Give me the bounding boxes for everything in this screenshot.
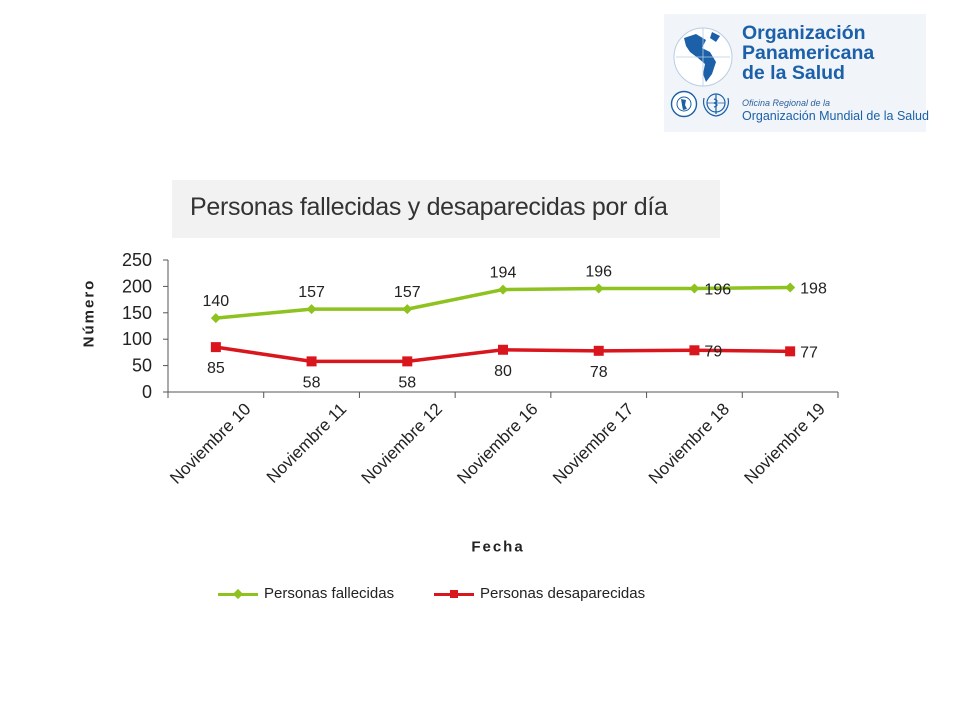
data-point-desaparecidas <box>785 346 796 357</box>
data-label-desaparecidas: 77 <box>800 344 818 361</box>
y-axis-title: Número <box>80 278 98 348</box>
data-point-fallecidas <box>689 283 700 294</box>
y-tick-label: 100 <box>122 329 152 349</box>
data-point-fallecidas <box>402 304 413 315</box>
data-point-desaparecidas <box>402 356 413 367</box>
data-point-fallecidas <box>210 313 221 324</box>
data-label-fallecidas: 196 <box>704 282 731 299</box>
globe-icon <box>673 27 733 87</box>
y-tick-label: 250 <box>122 250 152 270</box>
x-tick-label: Noviembre 17 <box>549 399 637 487</box>
legend-swatch-desaparecidas <box>432 587 476 601</box>
legend-label-fallecidas: Personas fallecidas <box>264 585 395 602</box>
x-tick-label: Noviembre 19 <box>741 399 829 487</box>
data-point-desaparecidas <box>498 344 508 355</box>
data-point-fallecidas <box>785 282 796 293</box>
data-point-fallecidas <box>306 304 317 315</box>
data-label-fallecidas: 194 <box>490 265 517 282</box>
org-line-2: Panamericana <box>742 42 875 64</box>
x-tick-label: Noviembre 16 <box>453 399 541 487</box>
americas-seal-icon <box>670 90 698 118</box>
data-label-fallecidas: 198 <box>800 280 827 297</box>
data-label-desaparecidas: 80 <box>494 363 512 380</box>
x-tick-label: Noviembre 12 <box>358 399 446 487</box>
who-name-line: Organización Mundial de la Salud <box>742 109 929 123</box>
org-line-1: Organización <box>742 22 866 44</box>
data-label-desaparecidas: 85 <box>207 360 225 377</box>
data-label-desaparecidas: 58 <box>303 374 321 391</box>
data-label-fallecidas: 196 <box>585 264 612 281</box>
data-label-fallecidas: 157 <box>394 284 421 301</box>
legend-item-fallecidas: Personas fallecidas <box>216 585 394 602</box>
data-label-desaparecidas: 79 <box>704 343 722 360</box>
organization-name: Organización Panamericana de la Salud <box>742 23 874 83</box>
data-label-desaparecidas: 58 <box>398 374 416 391</box>
org-line-3: de la Salud <box>742 62 845 84</box>
data-label-fallecidas: 140 <box>203 293 230 310</box>
chart-title-background <box>172 180 720 238</box>
data-point-fallecidas <box>593 283 604 294</box>
chart-legend: Personas fallecidas Personas desaparecid… <box>210 578 696 614</box>
data-label-desaparecidas: 78 <box>590 364 608 381</box>
legend-swatch-fallecidas <box>216 587 260 601</box>
legend-label-desaparecidas: Personas desaparecidas <box>480 585 646 602</box>
chart-title: Personas fallecidas y desaparecidas por … <box>190 193 668 221</box>
data-point-desaparecidas <box>306 356 317 367</box>
data-point-desaparecidas <box>689 345 700 356</box>
x-tick-label: Noviembre 11 <box>263 399 350 486</box>
who-emblem-icon <box>702 93 730 117</box>
y-tick-label: 50 <box>132 356 152 376</box>
x-tick-label: Noviembre 10 <box>166 399 254 487</box>
legend-item-desaparecidas: Personas desaparecidas <box>432 585 645 602</box>
data-point-desaparecidas <box>593 345 604 356</box>
y-tick-label: 0 <box>142 382 152 402</box>
data-label-fallecidas: 157 <box>298 284 325 301</box>
who-regional-office-line: Oficina Regional de la <box>742 98 831 108</box>
y-tick-label: 200 <box>122 276 152 296</box>
paho-logo: Organización Panamericana de la Salud Of… <box>664 14 929 132</box>
data-point-fallecidas <box>498 284 508 295</box>
x-axis-title: Fecha <box>471 538 525 556</box>
x-tick-label: Noviembre 18 <box>645 399 733 487</box>
y-tick-label: 150 <box>122 303 152 323</box>
data-point-desaparecidas <box>210 342 221 353</box>
